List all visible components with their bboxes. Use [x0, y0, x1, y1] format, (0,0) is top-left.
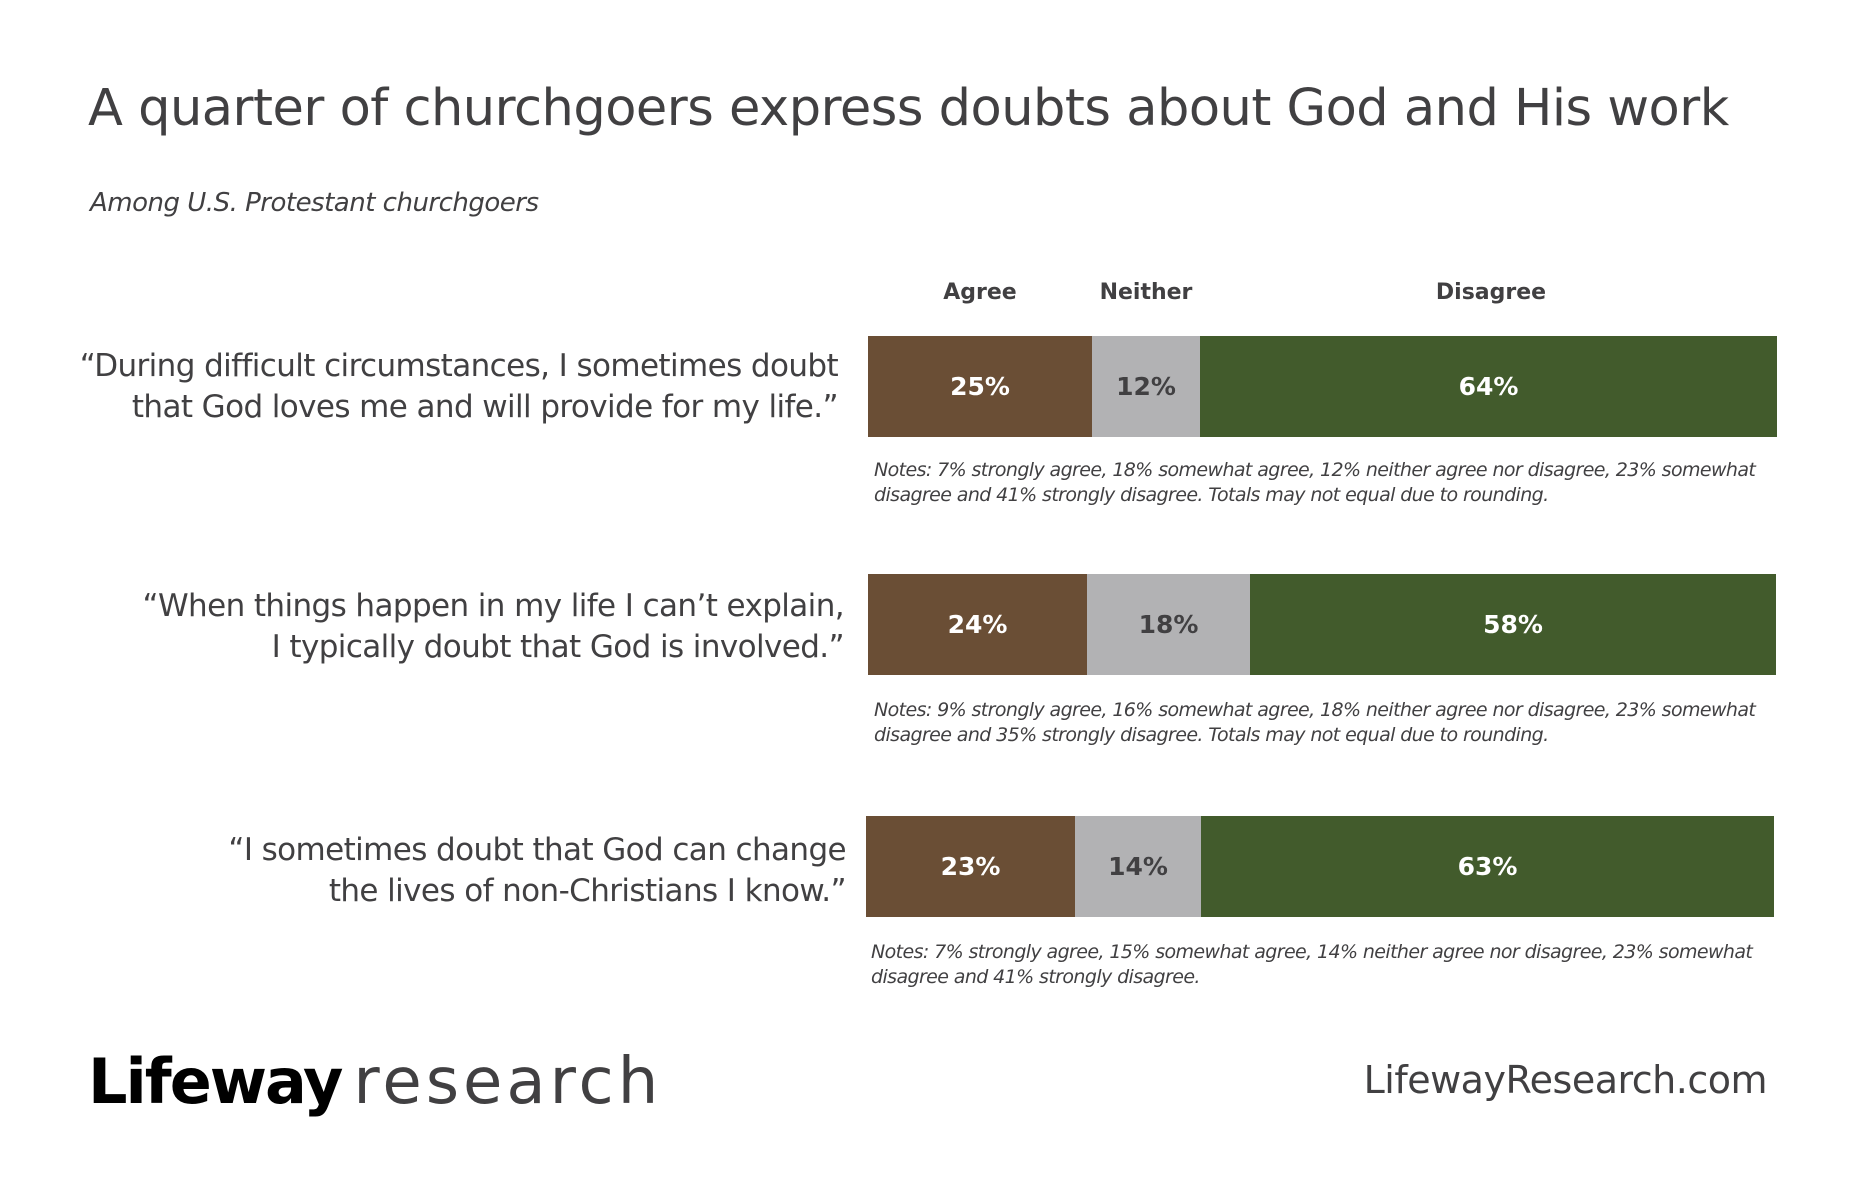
- notes-text: Notes: 7% strongly agree, 15% somewhat a…: [871, 941, 1753, 988]
- question-line-1: “When things happen in my life I can’t e…: [142, 588, 845, 624]
- question-text: “During difficult circumstances, I somet…: [79, 346, 839, 428]
- notes-text: Notes: 9% strongly agree, 16% somewhat a…: [874, 699, 1756, 746]
- question-text: “When things happen in my life I can’t e…: [142, 586, 845, 668]
- bar-segment-disagree: 58%: [1250, 574, 1776, 675]
- notes-text: Notes: 7% strongly agree, 18% somewhat a…: [874, 459, 1756, 506]
- logo-sub: research: [353, 1045, 663, 1119]
- question-line-1: “I sometimes doubt that God can change: [228, 832, 846, 868]
- bar-segment-agree: 23%: [866, 816, 1075, 917]
- question-line-2: that God loves me and will provide for m…: [131, 389, 839, 425]
- bar-segment-neither: 14%: [1075, 816, 1201, 917]
- stacked-bar: 25% 12% 64%: [868, 336, 1777, 437]
- column-header-disagree: Disagree: [1435, 280, 1547, 305]
- question-line-2: I typically doubt that God is involved.”: [271, 629, 845, 665]
- website-link[interactable]: LifewayResearch.com: [1363, 1058, 1768, 1102]
- bar-segment-agree: 24%: [868, 574, 1087, 675]
- question-line-2: the lives of non-Christians I know.”: [328, 873, 847, 909]
- stacked-bar: 24% 18% 58%: [868, 574, 1776, 675]
- stacked-bar: 23% 14% 63%: [866, 816, 1774, 917]
- bar-segment-agree: 25%: [868, 336, 1092, 437]
- bar-segment-neither: 18%: [1087, 574, 1250, 675]
- column-header-neither: Neither: [1099, 280, 1193, 305]
- bar-segment-neither: 12%: [1092, 336, 1200, 437]
- chart-title: A quarter of churchgoers express doubts …: [88, 79, 1729, 138]
- question-line-1: “During difficult circumstances, I somet…: [79, 348, 839, 384]
- bar-segment-disagree: 64%: [1200, 336, 1777, 437]
- column-header-agree: Agree: [943, 280, 1017, 305]
- logo-brand: Lifeway: [88, 1045, 343, 1118]
- question-text: “I sometimes doubt that God can change t…: [228, 830, 846, 912]
- chart-subtitle: Among U.S. Protestant churchgoers: [90, 188, 539, 218]
- bar-segment-disagree: 63%: [1201, 816, 1774, 917]
- lifeway-research-logo: Lifeway research: [88, 1045, 662, 1119]
